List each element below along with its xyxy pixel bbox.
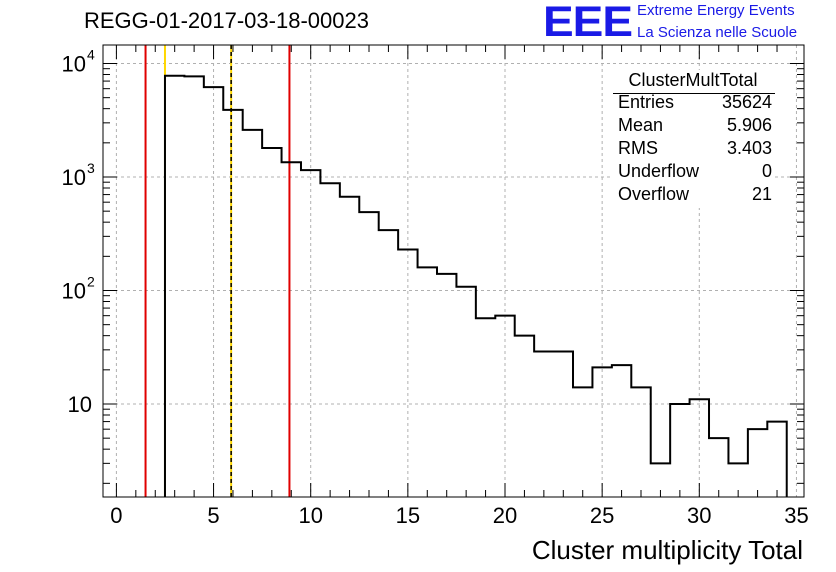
histogram-bin [262, 148, 281, 497]
stats-key: Underflow [618, 161, 700, 181]
x-tick-label: 35 [784, 503, 808, 528]
histogram-bin [767, 422, 786, 497]
histogram-bin [282, 162, 301, 497]
histogram-bin [379, 230, 398, 497]
chart-title: REGG-01-2017-03-18-00023 [84, 8, 369, 33]
stats-row-entries: Entries 35624 [618, 92, 772, 114]
histogram-bin [709, 438, 728, 497]
histogram-bin [418, 267, 437, 497]
stats-value: 3.403 [726, 138, 772, 158]
histogram-bin [515, 336, 534, 497]
histogram-bin [612, 365, 631, 497]
stats-key: Overflow [618, 184, 690, 204]
x-tick-label: 30 [687, 503, 711, 528]
stats-value: 35624 [721, 92, 772, 112]
histogram-bin [554, 352, 573, 497]
y-tick-exponent: 3 [87, 160, 95, 176]
histogram-bin [456, 287, 475, 497]
histogram-bin [204, 87, 223, 497]
stats-key: RMS [618, 138, 658, 158]
x-tick-label: 15 [396, 503, 420, 528]
histogram-bin [398, 249, 417, 497]
x-tick-label: 5 [207, 503, 219, 528]
x-tick-label: 25 [590, 503, 614, 528]
stats-box-divider [613, 93, 775, 94]
y-tick-label: 10 [68, 392, 92, 417]
y-tick-label: 10 [62, 279, 86, 304]
histogram-bin [748, 429, 767, 497]
histogram-bin [184, 76, 203, 497]
histogram-bin [223, 110, 242, 497]
stats-box: ClusterMultTotal Entries 35624 Mean 5.90… [611, 70, 775, 208]
x-tick-label: 0 [110, 503, 122, 528]
histogram-bin [340, 197, 359, 497]
histogram-series [163, 74, 788, 497]
y-tick-exponent: 2 [87, 274, 95, 290]
stats-key: Mean [618, 115, 664, 135]
stats-value: 0 [761, 161, 772, 181]
eee-logo: EEE [543, 0, 633, 46]
y-tick-label: 10 [62, 165, 86, 190]
stats-box-title: ClusterMultTotal [628, 70, 758, 90]
logo-line-2: La Scienza nelle Scuole [637, 24, 798, 41]
stats-row-overflow: Overflow 21 [618, 184, 772, 206]
histogram-bin [534, 352, 553, 497]
stats-key: Entries [618, 92, 675, 112]
x-tick-label: 10 [298, 503, 322, 528]
histogram-bin [301, 170, 320, 497]
stats-value: 21 [751, 184, 772, 204]
histogram-bin [631, 387, 650, 497]
x-axis-label: Cluster multiplicity Total [532, 535, 803, 565]
stats-row-underflow: Underflow 0 [618, 161, 772, 183]
y-tick-exponent: 4 [87, 47, 95, 63]
stats-row-mean: Mean 5.906 [618, 115, 772, 137]
histogram-bin [320, 183, 339, 497]
histogram-bin [592, 367, 611, 497]
y-tick-label: 10 [62, 52, 86, 77]
x-tick-label: 20 [493, 503, 517, 528]
histogram-bin [495, 316, 514, 497]
stats-row-rms: RMS 3.403 [618, 138, 772, 160]
histogram-bin [670, 404, 689, 497]
logo-line-1: Extreme Energy Events [637, 2, 795, 19]
histogram-bin [165, 76, 184, 497]
histogram-bin [690, 399, 709, 497]
plot-frame [102, 44, 805, 498]
histogram-bin [476, 318, 495, 497]
histogram-bin [359, 212, 378, 497]
histogram-bin [243, 130, 262, 497]
histogram-bin [437, 274, 456, 497]
histogram-bin [573, 387, 592, 497]
stats-value: 5.906 [726, 115, 772, 135]
